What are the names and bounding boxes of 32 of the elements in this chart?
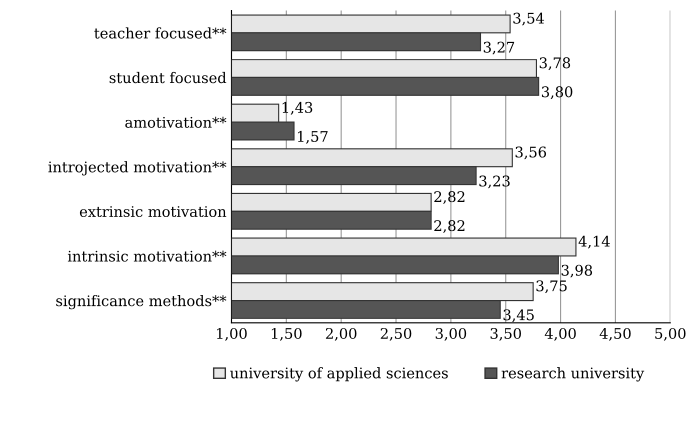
- data-label: 4,14: [578, 236, 610, 249]
- data-label: 3,80: [542, 86, 572, 100]
- x-tick-label: 5,00: [655, 328, 686, 341]
- data-label: 3,75: [536, 280, 567, 294]
- data-label: 3,27: [484, 42, 514, 54]
- y-tick-label: introjected motivation**: [48, 161, 226, 176]
- y-tick-label: amotivation**: [125, 116, 226, 128]
- x-tick-label: 3,00: [436, 328, 466, 341]
- data-label: 3,54: [513, 12, 544, 26]
- data-label: 1,43: [282, 102, 312, 115]
- data-label: 1,57: [298, 130, 328, 144]
- x-tick-label: 2,00: [326, 328, 356, 341]
- x-tick-label: 3,50: [490, 328, 521, 341]
- y-tick-label: student focused: [110, 72, 226, 84]
- legend-label: university of applied sciences: [230, 367, 448, 382]
- y-tick-label: extrinsic motivation: [80, 206, 226, 218]
- data-label: 3,56: [516, 146, 546, 160]
- x-tick-label: 1,00: [217, 328, 247, 341]
- x-tick-label: 4,00: [544, 328, 576, 341]
- legend-label: research university: [502, 367, 644, 382]
- x-tick-label: 4,50: [600, 328, 631, 341]
- x-tick-label: 1,50: [272, 328, 302, 341]
- data-label: 2,82: [434, 191, 464, 204]
- x-tick-label: 2,50: [380, 328, 412, 341]
- data-label: 3,78: [540, 57, 570, 70]
- data-label: 3,45: [504, 309, 534, 322]
- y-tick-label: intrinsic motivation**: [68, 250, 226, 262]
- y-tick-label: significance methods**: [56, 294, 226, 310]
- y-tick-label: teacher focused**: [94, 27, 226, 39]
- data-label: 3,23: [479, 176, 510, 188]
- data-label: 3,98: [562, 264, 592, 278]
- data-label: 2,82: [434, 220, 464, 233]
